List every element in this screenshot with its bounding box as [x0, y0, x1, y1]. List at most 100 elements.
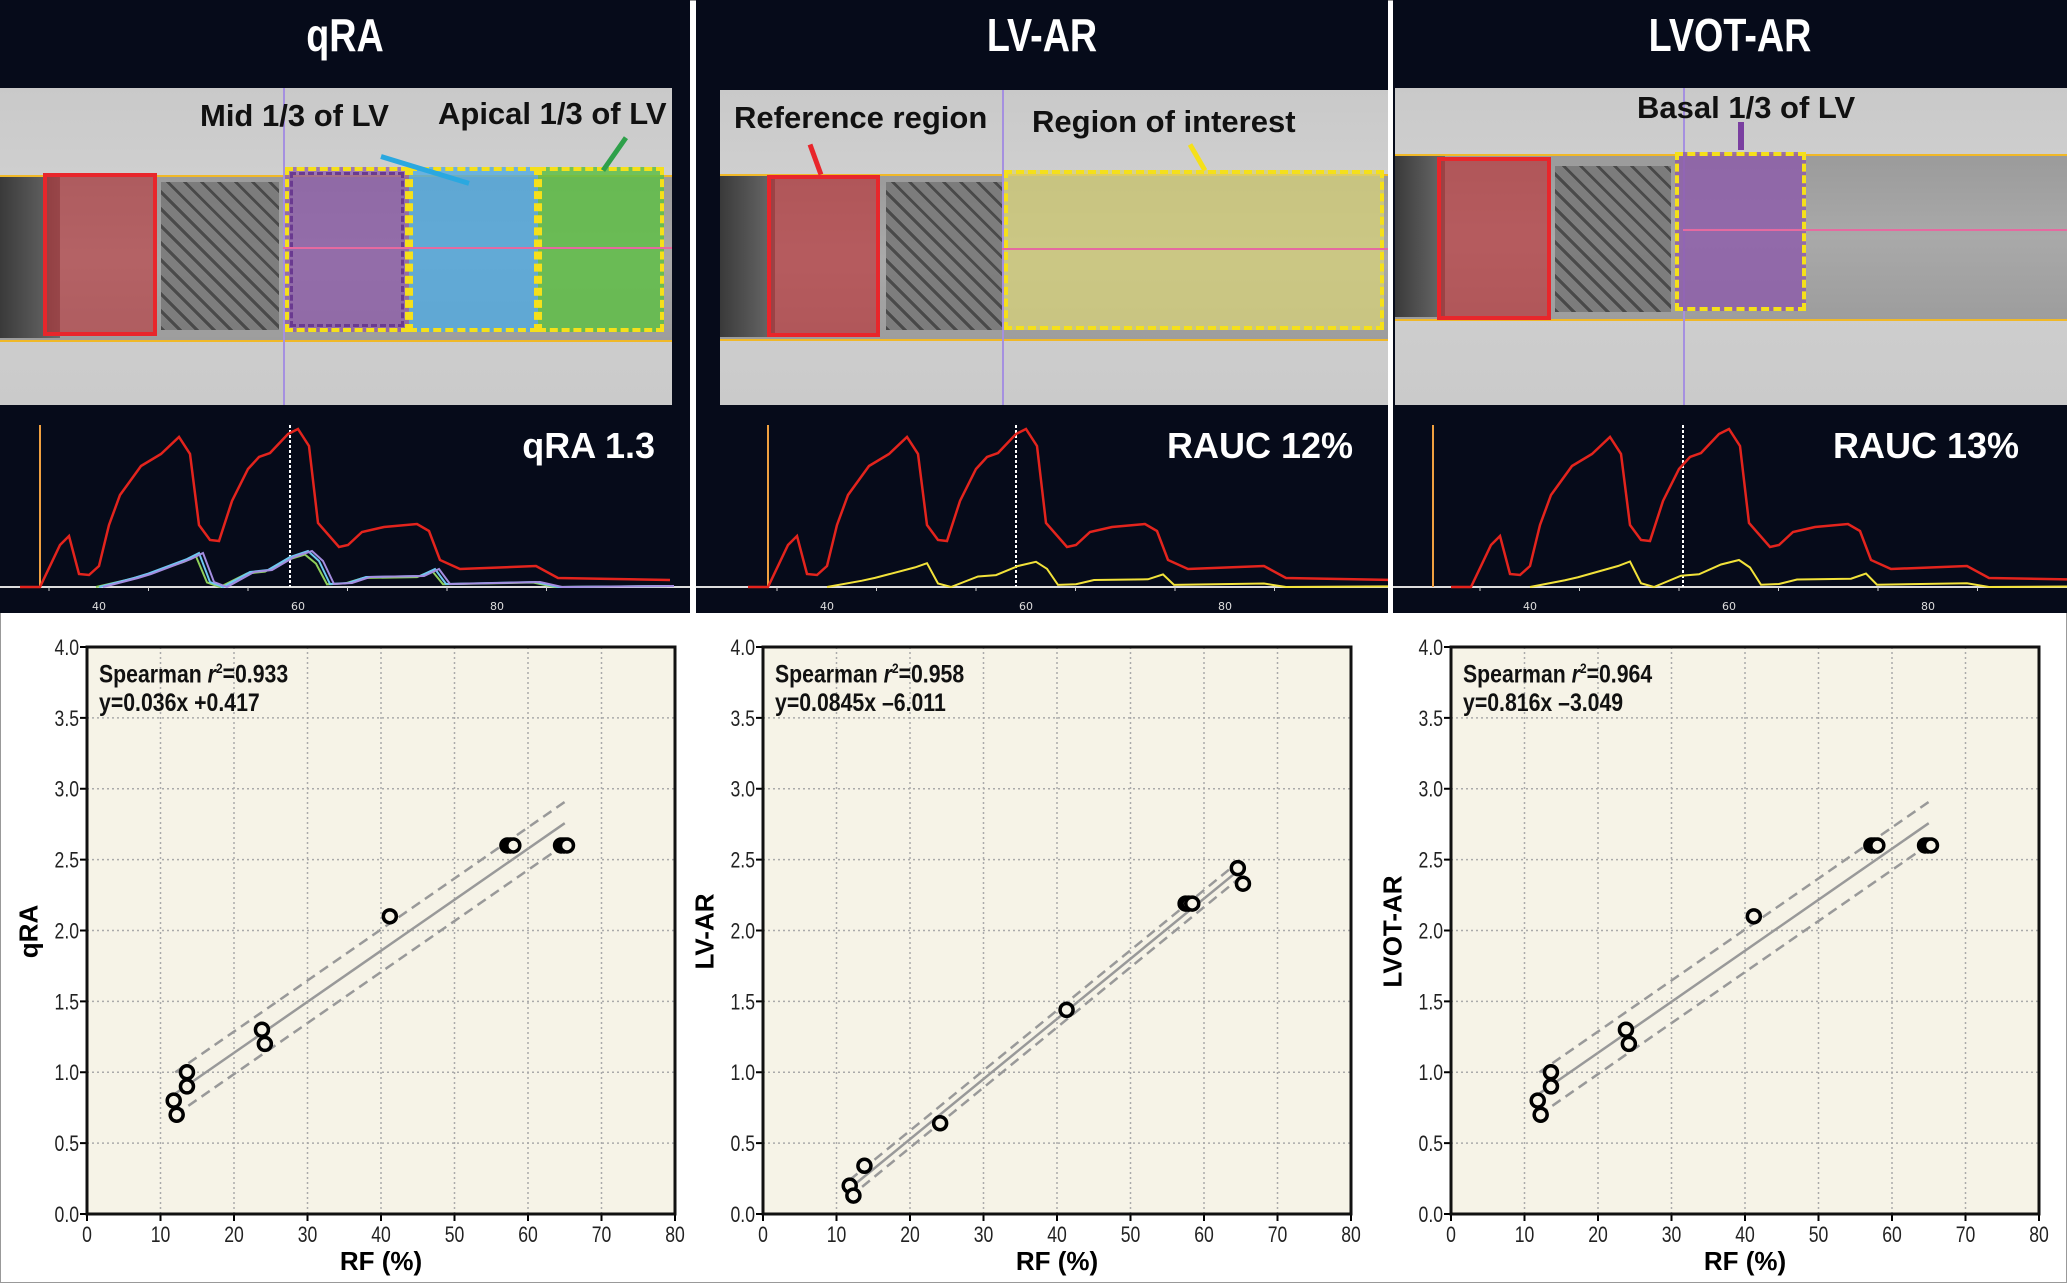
- data-point: [253, 1021, 271, 1038]
- data-point: [1532, 1106, 1549, 1124]
- x-tick-label: 20: [1588, 1223, 1608, 1247]
- angiogram-image: Reference region Region of interest: [720, 90, 1388, 405]
- panel-title: qRA: [306, 9, 384, 61]
- reference-roi: [1437, 157, 1551, 320]
- y-tick-label: 1.0: [731, 1061, 755, 1085]
- region-of-interest-roi: [1004, 170, 1384, 330]
- data-point: [1529, 1092, 1546, 1109]
- time-density-curve: 40 60 80: [696, 425, 1388, 613]
- annotation-region-of-interest: Region of interest: [1032, 104, 1296, 139]
- x-tick-label: 40: [1047, 1223, 1067, 1247]
- valve-stent: [886, 182, 1002, 330]
- reference-roi: [767, 175, 880, 337]
- stat-value: 0.933: [223, 660, 289, 688]
- x-tick-label: 30: [298, 1223, 318, 1247]
- confidence-band-line: [848, 861, 1239, 1181]
- y-tick-label: 1.0: [1419, 1061, 1443, 1085]
- x-tick-label: 10: [1515, 1223, 1535, 1247]
- y-tick-label: 0.5: [55, 1132, 79, 1156]
- y-tick-label: 4.0: [731, 636, 755, 660]
- curve-tick-label: 40: [820, 600, 834, 613]
- stat-label: Spearman: [1463, 660, 1566, 689]
- x-axis-label: RF (%): [339, 1246, 423, 1276]
- x-tick-label: 40: [1735, 1223, 1755, 1247]
- regression-line: [174, 822, 566, 1095]
- y-axis-label: LV-AR: [689, 892, 720, 970]
- x-tick-label: 50: [445, 1223, 465, 1247]
- scatter-plot-lvot-ar: 0 10 20 30 40 50 60 70 80 0.0 0.5 1.0 1.5 2.0 2.5 3.0 3.…: [1419, 636, 2049, 1247]
- reference-density-curve: [1451, 427, 2067, 589]
- reference-roi: [43, 173, 157, 336]
- data-point: [178, 1078, 196, 1095]
- regression-equation: y=0.0845x –6.011: [775, 689, 946, 718]
- mid-lv-roi: [285, 167, 409, 332]
- curve-tick-label: 80: [490, 600, 504, 613]
- curve-tick-label: 80: [1218, 600, 1232, 613]
- panel-title: LV-AR: [986, 9, 1098, 61]
- roi-density-curve: [826, 560, 1388, 589]
- metric-value: qRA 1.3: [522, 425, 655, 466]
- x-tick-label: 0: [758, 1223, 768, 1247]
- data-point: [856, 1157, 873, 1175]
- roi-density-curve: [95, 553, 668, 589]
- data-point: [558, 837, 576, 854]
- data-point: [1922, 837, 1940, 854]
- x-axis-label: RF (%): [1703, 1246, 1787, 1276]
- data-point: [1542, 1064, 1560, 1081]
- y-tick-label: 0.5: [1419, 1132, 1443, 1156]
- x-tick-label: 20: [224, 1223, 244, 1247]
- x-tick-label: 70: [592, 1223, 612, 1247]
- x-tick-label: 30: [974, 1223, 994, 1247]
- y-tick-label: 2.5: [55, 849, 79, 873]
- reference-density-curve: [20, 427, 671, 589]
- roi-density-curve: [102, 549, 675, 589]
- y-axis-label: qRA: [13, 904, 44, 958]
- stat-value: 0.964: [1587, 660, 1653, 688]
- basal-lv-roi: [1675, 152, 1806, 311]
- annotation-basal-lv: Basal 1/3 of LV: [1637, 90, 1856, 125]
- y-tick-label: 3.5: [1419, 707, 1443, 731]
- plot-border: [85, 645, 677, 1216]
- curve-tick-label: 60: [291, 600, 305, 613]
- curve-tick-label: 40: [1523, 600, 1537, 613]
- roi-density-curve: [98, 549, 671, 589]
- x-tick-label: 70: [1956, 1223, 1976, 1247]
- y-tick-label: 3.0: [731, 778, 755, 802]
- y-tick-label: 2.0: [55, 920, 79, 944]
- y-tick-label: 4.0: [55, 636, 79, 660]
- data-point: [1229, 859, 1247, 877]
- y-tick-label: 0.0: [55, 1203, 79, 1227]
- y-tick-label: 3.0: [1419, 778, 1443, 802]
- angiogram-image: Mid 1/3 of LV Apical 1/3 of LV: [0, 88, 672, 405]
- y-tick-label: 2.5: [1419, 849, 1443, 873]
- data-point: [505, 837, 522, 854]
- regression-equation: y=0.816x –3.049: [1463, 689, 1624, 718]
- stat-symbol: r: [1571, 660, 1580, 689]
- curve-tick-label: 60: [1019, 600, 1033, 613]
- y-tick-label: 0.5: [731, 1132, 755, 1156]
- stat-exponent: 2: [215, 660, 223, 676]
- data-point: [381, 908, 399, 925]
- y-tick-label: 0.0: [1419, 1203, 1443, 1227]
- x-tick-label: 0: [1446, 1223, 1456, 1247]
- stat-symbol: r: [883, 660, 892, 689]
- x-tick-label: 40: [371, 1223, 391, 1247]
- data-point: [1542, 1078, 1560, 1095]
- x-tick-label: 80: [2029, 1223, 2049, 1247]
- y-tick-label: 3.5: [55, 707, 79, 731]
- roi-density-curve: [1529, 558, 2067, 589]
- x-tick-label: 50: [1121, 1223, 1141, 1247]
- data-point: [178, 1064, 196, 1081]
- stat-label: Spearman: [775, 660, 878, 689]
- data-point: [1234, 875, 1252, 892]
- stat-label: Spearman: [99, 660, 202, 689]
- data-point: [1058, 1001, 1075, 1019]
- confidence-band-line: [848, 878, 1239, 1198]
- x-tick-label: 10: [151, 1223, 171, 1247]
- time-density-curve: 40 60 80: [0, 425, 690, 613]
- valve-stent: [1555, 166, 1671, 312]
- panel-qra: qRA Mid 1/3 of LV Apical 1/3 of LV 40 60 8…: [0, 0, 690, 613]
- regression-line: [1538, 822, 1930, 1095]
- x-tick-label: 20: [900, 1223, 920, 1247]
